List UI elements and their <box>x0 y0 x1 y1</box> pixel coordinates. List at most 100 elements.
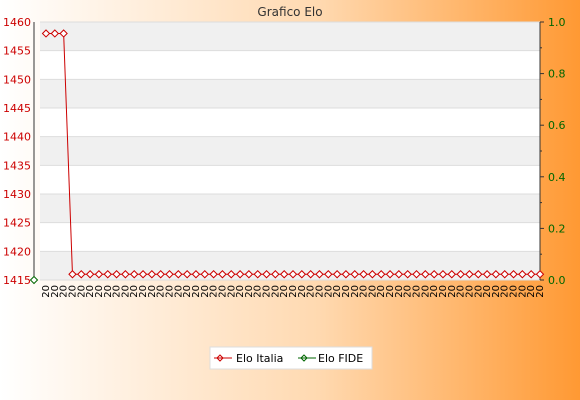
x-tick-label: 20 <box>59 285 70 298</box>
left-tick-label: 1450 <box>3 73 31 86</box>
x-tick-label: 20 <box>332 285 343 298</box>
x-tick-label: 20 <box>491 285 502 298</box>
left-tick-label: 1445 <box>3 102 31 115</box>
x-tick-label: 20 <box>306 285 317 298</box>
series-point-0 <box>77 270 86 279</box>
series-point-0 <box>385 270 395 279</box>
series-point-0 <box>200 270 209 279</box>
left-tick-label: 1460 <box>3 16 31 29</box>
x-tick-label: 20 <box>112 285 123 298</box>
x-tick-label: 20 <box>217 285 228 298</box>
left-tick-label: 1455 <box>3 45 31 58</box>
series-point-0 <box>85 270 95 279</box>
series-point-0 <box>509 270 518 279</box>
left-tick-label: 1420 <box>3 245 31 258</box>
x-tick-label: 20 <box>288 285 299 298</box>
x-tick-label: 20 <box>67 285 78 298</box>
right-tick-label: 0.4 <box>548 171 566 184</box>
series-point-0 <box>350 270 359 279</box>
x-tick-label: 20 <box>473 285 484 298</box>
x-tick-label: 20 <box>456 285 467 298</box>
series-point-0 <box>209 270 218 279</box>
x-tick-label: 20 <box>517 285 528 298</box>
legend-marker-elo-fide <box>300 354 308 362</box>
series-point-0 <box>253 270 262 279</box>
series-point-0 <box>526 270 536 279</box>
x-tick-label: 20 <box>182 285 193 298</box>
x-tick-label: 20 <box>209 285 220 298</box>
x-tick-label: 20 <box>350 285 361 298</box>
series-point-0 <box>332 270 342 279</box>
series-point-0 <box>315 270 324 279</box>
x-tick-label: 20 <box>438 285 449 298</box>
x-tick-label: 20 <box>165 285 176 298</box>
right-tick-label: 0.6 <box>548 119 566 132</box>
series-point-0 <box>174 270 183 279</box>
series-point-0 <box>438 270 448 279</box>
series-point-0 <box>94 270 104 279</box>
right-tick-label: 0.0 <box>548 274 566 287</box>
series-point-0 <box>518 270 527 279</box>
left-tick-label: 1415 <box>3 274 31 287</box>
x-tick-label: 20 <box>226 285 237 298</box>
series-point-0 <box>474 270 483 279</box>
series-point-0 <box>244 270 254 279</box>
series-point-0 <box>121 270 130 279</box>
x-tick-label: 20 <box>262 285 273 298</box>
right-tick-label: 0.8 <box>548 68 566 81</box>
x-tick-label: 20 <box>297 285 308 298</box>
series-point-0 <box>412 270 421 279</box>
x-tick-label: 20 <box>200 285 211 298</box>
series-point-0 <box>324 270 333 279</box>
left-tick-label: 1430 <box>3 188 31 201</box>
left-axis-ticks: 1415 1420 1425 1430 1435 1440 1445 1450 1455 1460 <box>3 16 31 287</box>
series-point-0 <box>288 270 298 279</box>
series-point-0 <box>341 270 351 279</box>
series-point-0 <box>368 270 377 279</box>
plot-background <box>40 22 540 280</box>
x-tick-label: 20 <box>103 285 114 298</box>
series-point-0 <box>112 270 121 279</box>
series-point-0 <box>456 270 465 279</box>
series-point-0 <box>297 270 307 279</box>
series-point-0 <box>394 270 404 279</box>
x-tick-label: 20 <box>253 285 264 298</box>
x-tick-label: 20 <box>500 285 511 298</box>
x-tick-label: 20 <box>367 285 378 298</box>
series-point-0 <box>306 270 315 279</box>
series-point-0 <box>535 270 545 279</box>
x-tick-label: 20 <box>420 285 431 298</box>
x-tick-label: 20 <box>464 285 475 298</box>
series-point-0 <box>482 270 492 279</box>
left-tick-label: 1435 <box>3 159 31 172</box>
x-tick-label: 20 <box>359 285 370 298</box>
series-point-0 <box>165 270 174 279</box>
x-tick-label: 20 <box>279 285 290 298</box>
grid-lines <box>40 21 540 281</box>
x-tick-label: 20 <box>173 285 184 298</box>
grid-band <box>40 22 540 51</box>
x-tick-label: 20 <box>314 285 325 298</box>
x-tick-label: 20 <box>156 285 167 298</box>
x-tick-label: 20 <box>385 285 396 298</box>
series-point-0 <box>191 270 201 279</box>
series-point-0 <box>491 270 501 279</box>
x-tick-label: 20 <box>376 285 387 298</box>
x-tick-label: 20 <box>244 285 255 298</box>
series-point-0 <box>377 270 386 279</box>
grid-band <box>40 79 540 108</box>
legend-label-elo-italia: Elo Italia <box>236 352 283 365</box>
x-tick-label: 20 <box>94 285 105 298</box>
chart-title: Grafico Elo <box>257 5 322 19</box>
right-axis-ticks: 0.0 0.2 0.4 0.6 0.8 1.0 <box>540 16 566 287</box>
series-point-0 <box>271 270 280 279</box>
x-tick-label: 20 <box>429 285 440 298</box>
x-tick-label: 20 <box>526 285 537 298</box>
series-point-0 <box>147 270 157 279</box>
series-point-0 <box>227 270 236 279</box>
x-tick-label: 20 <box>147 285 158 298</box>
series-point-0 <box>41 29 51 38</box>
series-point-0 <box>403 270 412 279</box>
legend-box <box>209 346 373 370</box>
